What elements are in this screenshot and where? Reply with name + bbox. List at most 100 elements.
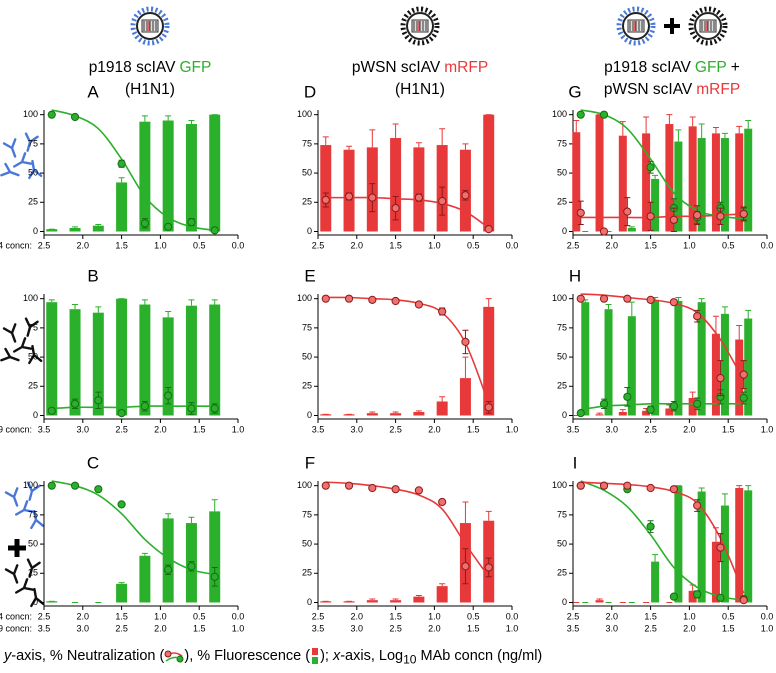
error-bar (620, 410, 626, 412)
y-tick-label: 75 (302, 138, 312, 148)
plus-icon (8, 539, 26, 557)
figure: p1918 scIAVGFP(H1N1)pWSN scIAVmRFP(H1N1)… (0, 0, 776, 673)
neutralization-point (369, 484, 376, 491)
bar (390, 600, 401, 602)
bar (596, 414, 604, 415)
error-bar (212, 300, 218, 305)
x-tick-label: 1.0 (154, 240, 167, 250)
bar (116, 299, 127, 416)
bar (674, 301, 682, 415)
x-tick-label: 3.0 (77, 424, 90, 434)
y-tick-label: 100 (23, 293, 38, 303)
error-bar (165, 514, 171, 519)
x-tick-label: 3.5 (567, 424, 580, 434)
error-bar (573, 121, 579, 133)
neutralization-point (577, 482, 584, 489)
error-bar (690, 392, 696, 398)
neutralization-point (740, 371, 747, 378)
error-bar (72, 305, 78, 310)
neutralization-point (118, 501, 125, 508)
neutralization-point (694, 591, 701, 598)
legend-text: 10 (403, 653, 416, 667)
error-bar (95, 307, 101, 313)
y-tick-label: 50 (302, 351, 312, 361)
error-bar (722, 307, 728, 314)
neutralization-point (71, 482, 78, 489)
x-tick-label: 2.0 (683, 623, 696, 633)
x-tick-label: 1.5 (115, 611, 128, 621)
y-tick-label: 100 (23, 109, 38, 119)
neutralization-point (717, 213, 724, 220)
x-tick-label: 2.5 (38, 611, 51, 621)
bar (209, 511, 220, 602)
y-tick-label: 0 (307, 226, 312, 236)
bar (116, 182, 127, 231)
x-tick-label: 1.5 (644, 611, 657, 621)
y-tick-label: 0 (33, 597, 38, 607)
y-tick-label: 25 (302, 381, 312, 391)
neutralization-point (694, 313, 701, 320)
legend-text: ), % Fluorescence ( (184, 648, 310, 664)
error-bar (119, 178, 125, 183)
error-bar (142, 300, 148, 305)
x-tick-label: 0.5 (467, 611, 480, 621)
y-tick-label: 50 (28, 538, 38, 548)
panel-letter: C (87, 453, 99, 472)
error-bar (416, 143, 422, 148)
y-tick-label: 0 (562, 410, 567, 420)
bar (413, 597, 424, 603)
title-segment: pWSN scIAV (604, 81, 693, 98)
neutralization-point (141, 220, 148, 227)
bar (93, 226, 104, 232)
neutralization-point (694, 400, 701, 407)
x-tick-label: 0.0 (506, 240, 519, 250)
error-bar (416, 411, 422, 412)
neutralization-point (740, 394, 747, 401)
panel-letter: I (573, 453, 578, 472)
axis-legend: y-axis, % Neutralization (), % Fluoresce… (4, 647, 542, 667)
title-segment: pWSN scIAV (352, 59, 441, 76)
x-tick-label: 1.0 (232, 623, 245, 633)
neutralization-point (48, 482, 55, 489)
bar (367, 413, 378, 415)
x-tick-label: 0.5 (722, 240, 735, 250)
bar (209, 305, 220, 416)
bar (437, 586, 448, 602)
neutralization-point (647, 484, 654, 491)
neutralization-point (165, 566, 172, 573)
x-tick-label: 3.5 (38, 424, 51, 434)
error-bar (606, 305, 612, 310)
error-bar (119, 583, 125, 584)
y-tick-label: 25 (28, 568, 38, 578)
y-tick-label: 50 (302, 538, 312, 548)
neutralization-point (141, 403, 148, 410)
title-segment: p1918 scIAV (604, 59, 691, 76)
legend-text: ); (320, 648, 333, 664)
panel-letter: B (87, 266, 98, 285)
y-tick-label: 0 (33, 226, 38, 236)
bar (320, 145, 331, 231)
y-tick-label: 100 (23, 480, 38, 490)
error-bar (462, 502, 468, 523)
y-tick-label: 75 (557, 509, 567, 519)
neutralization-point (322, 295, 329, 302)
bar (628, 316, 636, 415)
error-bar (369, 599, 375, 600)
y-tick-label: 100 (297, 109, 312, 119)
bar (483, 115, 494, 232)
neutralization-point (577, 209, 584, 216)
error-bar (597, 599, 603, 600)
x-tick-label: 1.0 (506, 424, 519, 434)
x-tick-label: 2.0 (154, 623, 167, 633)
neutralization-point (670, 593, 677, 600)
x-tick-label: 1.5 (115, 240, 128, 250)
x-tick-label: 3.0 (351, 623, 364, 633)
error-bar (188, 300, 194, 306)
virus-icon (619, 9, 653, 43)
neutralization-point (95, 486, 102, 493)
neutralization-point (415, 487, 422, 494)
error-bar (736, 326, 742, 340)
virus-icon (133, 9, 167, 43)
neutralization-point (188, 563, 195, 570)
error-bar (722, 494, 728, 506)
